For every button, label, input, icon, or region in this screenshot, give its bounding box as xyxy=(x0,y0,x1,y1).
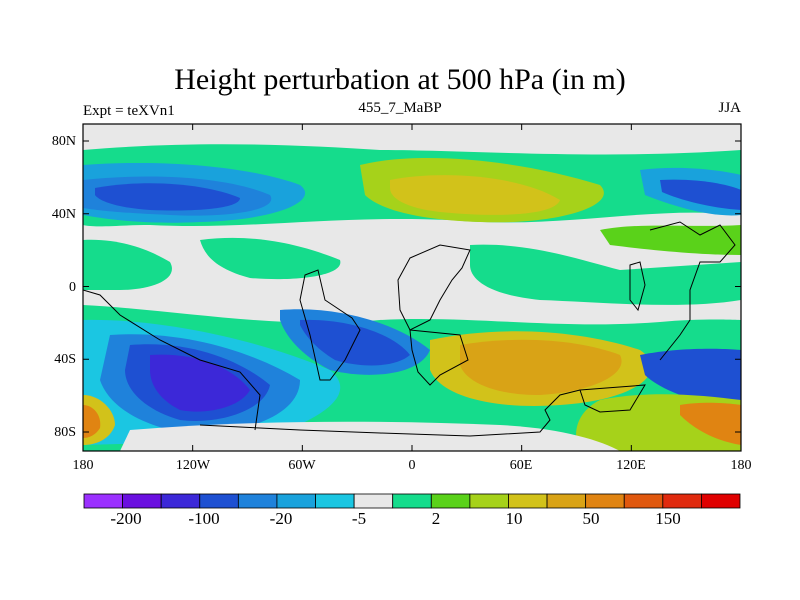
colorbar-label: -5 xyxy=(351,509,367,528)
colorbar-swatch xyxy=(199,493,239,509)
x-tick-label: 60W xyxy=(288,458,316,473)
colorbar-swatch xyxy=(546,493,587,509)
period-label: 455_7_MaBP xyxy=(358,100,442,116)
colorbar-swatch xyxy=(122,493,162,509)
y-tick-label: 80N xyxy=(51,134,76,149)
colorbar-swatch xyxy=(315,493,355,509)
colorbar-swatch xyxy=(508,493,548,509)
map-title: Height perturbation at 500 hPa (in m) xyxy=(174,63,626,96)
colorbar-swatch xyxy=(585,493,625,509)
experiment-label: Expt = teXVn1 xyxy=(83,103,175,119)
colorbar-swatch xyxy=(160,493,201,509)
x-tick-label: 0 xyxy=(408,458,416,473)
y-tick-label: 0 xyxy=(69,280,76,295)
colorbar-swatch xyxy=(276,493,316,509)
colorbar-label: -200 xyxy=(110,509,142,528)
colorbar xyxy=(83,493,741,509)
colorbar-swatch xyxy=(83,493,123,509)
colorbar-label: 10 xyxy=(505,509,523,528)
colorbar-label: 150 xyxy=(655,509,681,528)
y-tick-label: 80S xyxy=(54,425,76,440)
x-tick-label: 120E xyxy=(616,458,646,473)
colorbar-swatch xyxy=(469,493,509,509)
colorbar-label: 50 xyxy=(582,509,600,528)
contour-field xyxy=(83,124,741,451)
x-tick-label: 180 xyxy=(72,458,94,473)
colorbar-swatch xyxy=(430,493,471,509)
season-label: JJA xyxy=(718,100,741,116)
colorbar-swatch xyxy=(353,493,394,509)
colorbar-swatch xyxy=(701,493,741,509)
colorbar-label: 2 xyxy=(431,509,441,528)
colorbar-swatch xyxy=(392,493,432,509)
colorbar-swatch xyxy=(623,493,664,509)
colorbar-label: -100 xyxy=(188,509,220,528)
colorbar-swatch xyxy=(237,493,278,509)
colorbar-swatch xyxy=(662,493,702,509)
x-tick-label: 120W xyxy=(175,458,211,473)
x-tick-label: 60E xyxy=(509,458,533,473)
y-tick-label: 40N xyxy=(51,207,76,222)
x-tick-label: 180 xyxy=(730,458,752,473)
y-tick-label: 40S xyxy=(54,352,76,367)
colorbar-label: -20 xyxy=(269,509,293,528)
